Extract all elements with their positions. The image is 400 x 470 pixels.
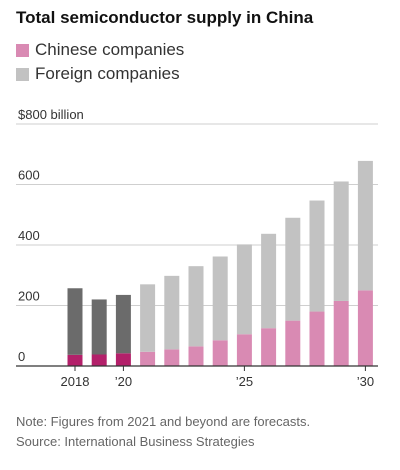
bar-foreign-2029 [333, 181, 349, 301]
bar-chinese-2028 [309, 311, 325, 366]
legend-label-chinese-companies: Chinese companies [35, 40, 185, 59]
bar-chinese-2024 [212, 340, 228, 366]
legend-item-foreign-companies: Foreign companies [16, 62, 184, 86]
source-note: Source: International Business Strategie… [16, 434, 255, 449]
x-axis-tick-labels: 2018 ’20 ’25 ’30 [61, 374, 375, 389]
y-tick-label-800: $800 billion [18, 107, 84, 122]
bar-chinese-2027 [285, 320, 301, 366]
bar-foreign-2019 [91, 299, 107, 355]
footnotes: Note: Figures from 2021 and beyond are f… [16, 412, 310, 452]
legend-swatch-foreign-companies [16, 67, 29, 81]
y-tick-label-200: 200 [18, 289, 40, 304]
bar-chinese-2019 [91, 354, 107, 366]
forecast-note: Note: Figures from 2021 and beyond are f… [16, 414, 311, 429]
bar-foreign-2023 [188, 266, 204, 347]
bar-chinese-2021 [140, 351, 156, 366]
bar-foreign-2021 [140, 284, 156, 352]
bar-foreign-2018 [67, 288, 83, 355]
legend: Chinese companies Foreign companies [16, 38, 184, 86]
bar-chinese-2022 [164, 349, 180, 366]
bars [67, 160, 373, 366]
bar-foreign-2020 [115, 294, 131, 354]
bar-foreign-2024 [212, 256, 228, 341]
legend-item-chinese-companies: Chinese companies [16, 38, 184, 62]
legend-swatch-chinese-companies [16, 43, 29, 57]
bar-chinese-2020 [115, 353, 131, 366]
y-axis-tick-labels: 0 200 400 600 $800 billion [18, 107, 84, 364]
bar-chinese-2023 [188, 346, 204, 366]
x-tick-label-0: 2018 [61, 374, 90, 389]
bar-chinese-2026 [261, 328, 277, 366]
bar-foreign-2030 [357, 160, 373, 291]
bar-foreign-2025 [236, 244, 252, 335]
bar-chinese-2029 [333, 300, 349, 366]
stacked-bar-chart: 0 200 400 600 $800 billion 2018 ’20 ’25 ’30 [16, 107, 378, 389]
bar-chinese-2025 [236, 334, 252, 366]
y-tick-label-400: 400 [18, 228, 40, 243]
axes [16, 365, 378, 371]
bar-chinese-2030 [357, 290, 373, 366]
legend-label-foreign-companies: Foreign companies [35, 64, 180, 83]
bar-foreign-2028 [309, 200, 325, 312]
y-tick-label-600: 600 [18, 168, 40, 183]
y-tick-label-0: 0 [18, 349, 25, 364]
x-tick-label-2: ’20 [115, 374, 132, 389]
chart-title: Total semiconductor supply in China [16, 8, 314, 27]
bar-foreign-2022 [164, 275, 180, 350]
x-tick-label-12: ’30 [357, 374, 374, 389]
bar-chinese-2018 [67, 354, 83, 366]
bar-foreign-2026 [261, 233, 277, 329]
bar-foreign-2027 [285, 217, 301, 321]
x-tick-label-7: ’25 [236, 374, 253, 389]
